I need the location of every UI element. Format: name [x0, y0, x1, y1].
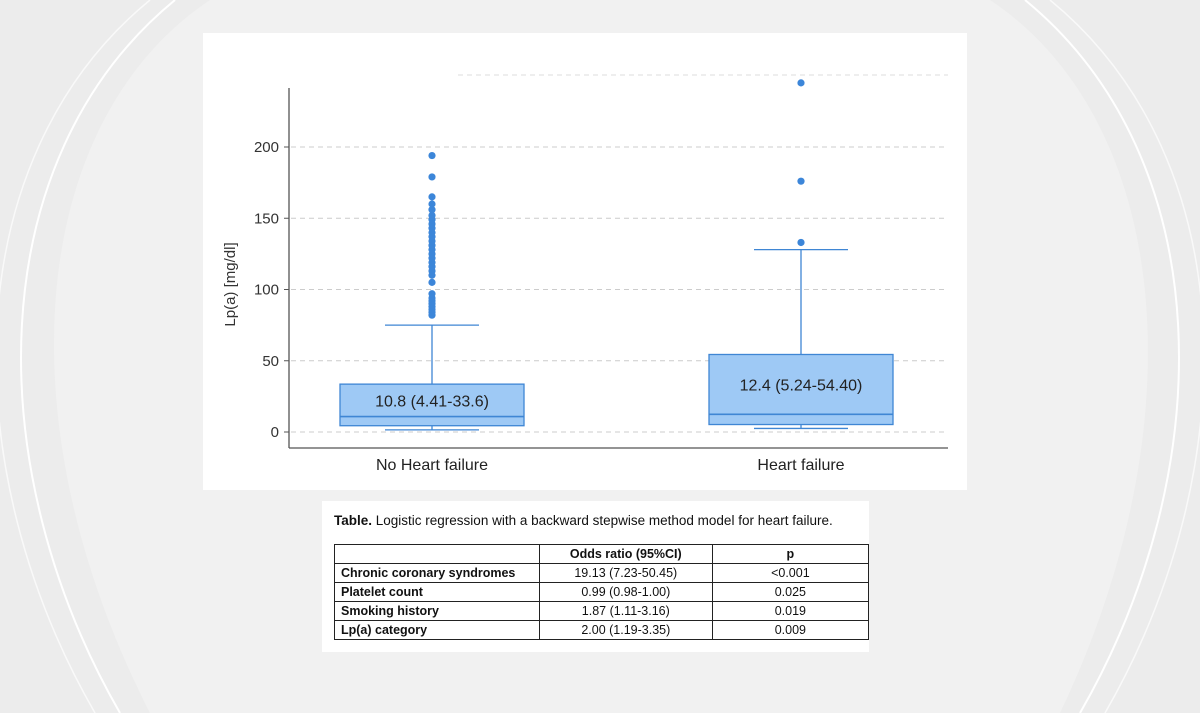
table-row: Chronic coronary syndromes 19.13 (7.23-5…: [334, 563, 870, 583]
table-cell-p: 0.025: [711, 582, 870, 602]
outlier-point: [428, 206, 436, 214]
table-row: Lp(a) category 2.00 (1.19-3.35) 0.009: [334, 620, 870, 640]
y-tick-label: 50: [262, 353, 279, 370]
regression-table-panel: Table. Logistic regression with a backwa…: [322, 501, 870, 652]
boxplot-svg: 0 50 100 150 200 Lp(a) [mg/dl] 10.8 (4.41-33.6…: [222, 74, 948, 474]
table-cell-p: 0.019: [711, 601, 870, 621]
outlier-point: [428, 173, 436, 181]
outlier-point: [797, 238, 805, 247]
outlier-point: [428, 290, 436, 298]
table-header-cell: [334, 544, 540, 564]
box-data-label: 12.4 (5.24-54.40): [740, 377, 863, 394]
outlier-point: [797, 79, 805, 87]
table-cell-variable: Lp(a) category: [334, 620, 540, 640]
table-row: Platelet count 0.99 (0.98-1.00) 0.025: [334, 582, 870, 602]
boxplot-chart: 0 50 100 150 200 Lp(a) [mg/dl] 10.8 (4.41-33.6…: [203, 33, 967, 490]
table-cell-p: <0.001: [711, 563, 870, 583]
y-tick-label: 100: [254, 282, 279, 299]
table-cell-odds-ratio: 19.13 (7.23-50.45): [538, 563, 713, 583]
box-iqr: [708, 353, 894, 426]
table-header-cell: Odds ratio (95%CI): [538, 544, 713, 564]
table-caption: Table. Logistic regression with a backwa…: [334, 513, 833, 528]
y-tick-label: 0: [271, 424, 279, 441]
table-cell-variable: Chronic coronary syndromes: [334, 563, 540, 583]
y-tick-label: 150: [254, 210, 279, 227]
table-header-row: Odds ratio (95%CI) p: [334, 544, 870, 564]
x-category-label: Heart failure: [757, 457, 844, 474]
outlier-point: [428, 200, 436, 208]
table-cell-odds-ratio: 0.99 (0.98-1.00): [538, 582, 713, 602]
table-cell-variable: Smoking history: [334, 601, 540, 621]
box-data-label: 10.8 (4.41-33.6): [375, 393, 489, 410]
x-category-label: No Heart failure: [376, 457, 488, 474]
outlier-point: [797, 177, 805, 185]
y-tick-label: 200: [254, 139, 279, 156]
outlier-point: [428, 193, 436, 201]
outlier-point: [428, 151, 436, 160]
outlier-point: [428, 278, 436, 286]
table-header-cell: p: [711, 544, 870, 564]
y-axis-label: Lp(a) [mg/dl]: [222, 242, 239, 326]
box-iqr: [339, 383, 525, 427]
table-cell-odds-ratio: 1.87 (1.11-3.16): [538, 601, 713, 621]
outlier-point: [428, 211, 436, 219]
table-caption-text: Logistic regression with a backward step…: [372, 513, 833, 528]
table-caption-label: Table.: [334, 513, 373, 528]
table-cell-variable: Platelet count: [334, 582, 540, 602]
table-cell-p: 0.009: [711, 620, 870, 640]
table-cell-odds-ratio: 2.00 (1.19-3.35): [538, 620, 713, 640]
table-row: Smoking history 1.87 (1.11-3.16) 0.019: [334, 601, 870, 621]
regression-table: Odds ratio (95%CI) p Chronic coronary sy…: [334, 544, 870, 640]
